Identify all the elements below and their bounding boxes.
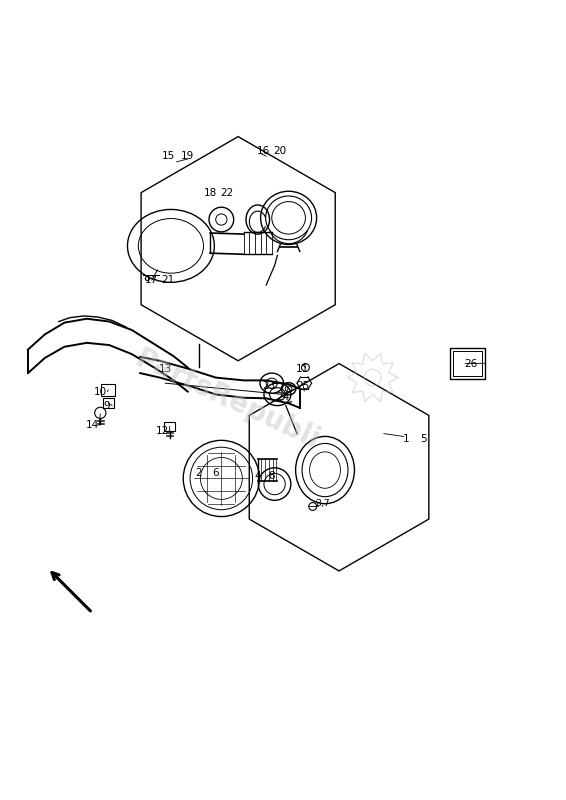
Text: 11: 11: [296, 364, 309, 374]
Text: 13: 13: [158, 364, 172, 374]
Text: 17: 17: [145, 274, 158, 285]
Text: 2: 2: [196, 468, 202, 478]
Text: 6: 6: [212, 468, 219, 478]
Text: 8: 8: [268, 470, 275, 481]
Text: 22: 22: [220, 188, 234, 198]
Text: 12: 12: [156, 426, 169, 436]
Text: 20: 20: [273, 146, 287, 156]
Text: 1: 1: [403, 434, 410, 444]
Text: 25: 25: [296, 381, 309, 391]
Text: 16: 16: [257, 146, 270, 156]
Text: 21: 21: [161, 274, 175, 285]
Text: 18: 18: [204, 188, 217, 198]
Text: 23: 23: [263, 381, 276, 391]
Text: 4: 4: [255, 470, 261, 481]
Text: PartsRepubli: PartsRepubli: [130, 345, 324, 455]
Text: 24: 24: [276, 392, 290, 402]
Text: 3,7: 3,7: [315, 499, 329, 508]
Text: 10: 10: [95, 386, 108, 397]
Text: 14: 14: [86, 420, 99, 430]
Text: 9: 9: [103, 401, 110, 410]
Text: 5: 5: [420, 434, 426, 444]
Text: 26: 26: [464, 358, 477, 369]
Text: 15: 15: [161, 151, 175, 162]
Text: 19: 19: [181, 151, 194, 162]
